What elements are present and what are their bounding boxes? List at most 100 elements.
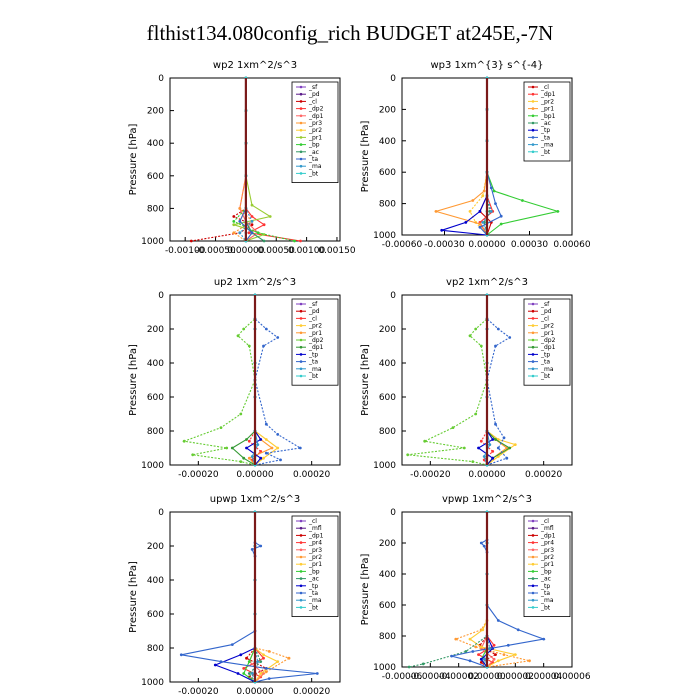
legend: _sf_pd_cl_pr2_pr1_dp2_dp1_tp_ta_ma_bt [523,298,571,386]
data-point [242,667,246,670]
legend-marker [299,534,303,537]
legend-marker [299,548,303,552]
legend-marker [299,121,303,125]
data-point [262,653,265,657]
data-point [270,446,274,450]
data-point [494,438,497,441]
data-point [468,637,472,641]
y-tick-label: 0 [158,291,164,301]
legend-marker [531,367,535,371]
x-tick-label: 0.00000 [236,470,273,480]
legend-marker [531,324,535,327]
chart-panel-5: vpwp 1xm^2/s^302004006008001000-0.00006-… [360,494,591,682]
x-tick-label: 0.00000 [236,687,273,697]
series-line-pr3 [232,78,253,242]
legend-marker [531,338,535,342]
legend-box [523,81,571,162]
data-point [276,660,280,663]
legend-label: _cl [540,315,549,322]
y-axis-label: Pressure [hPa] [360,344,371,416]
legend-marker [299,164,303,168]
data-point [471,199,475,202]
legend-marker [531,555,535,559]
legend-marker [299,591,303,595]
legend-label: _sf [540,301,550,308]
legend: _cl_dp1_pr2_pr1_bp1_ac_tp_ta_ma_bt [523,81,571,162]
panel-title: vpwp 1xm^2/s^3 [442,494,532,505]
y-tick-label: 200 [379,325,396,335]
y-tick-label: 0 [390,508,396,518]
data-point [528,659,531,663]
legend-marker [531,345,535,349]
legend-box [291,298,339,386]
data-point [489,186,493,190]
legend-marker [531,598,535,602]
figure-title: flthist134.080config_rich BUDGET at245E,… [147,21,554,45]
data-point [267,650,271,653]
x-tick-label: 0.00060 [553,240,590,250]
legend-label: _tp [540,351,550,358]
data-point [262,239,266,243]
series-line-bp [243,512,256,683]
y-tick-label: 1000 [373,461,396,471]
data-point [276,446,280,450]
data-point [264,667,268,670]
legend-label: _pr4 [540,540,554,547]
data-point [508,446,512,450]
data-point [496,659,500,663]
legend-label: _dp2 [308,337,324,344]
y-tick-label: 600 [379,601,396,611]
data-point [250,548,254,551]
panel-title: wp2 1xm^2/s^3 [213,60,297,71]
data-point [256,443,260,446]
data-point [259,660,263,663]
data-point [259,672,263,675]
y-tick-label: 400 [147,139,164,149]
data-point [450,654,453,658]
y-tick-label: 400 [379,570,396,580]
x-tick-label: 0.00020 [525,470,562,480]
x-tick-label: -0.00020 [410,470,451,480]
data-point [247,672,251,675]
x-tick-label: 0.00050 [258,246,295,256]
data-point [239,412,243,416]
data-point [245,656,248,660]
data-point [474,327,478,331]
data-point [262,344,265,348]
chart-panel-1: wp3 1xm^{3} s^{-4}02004006008001000-0.00… [360,60,591,250]
legend-label: _pr1 [540,330,554,337]
y-tick-label: 400 [147,359,164,369]
legend: _sf_pd_cl_pr2_pr1_dp2_dp1_tp_ta_ma_bt [291,298,339,386]
y-tick-label: 800 [147,644,164,654]
data-point [276,433,280,436]
legend-label: _pr1 [308,561,322,568]
data-point [477,653,480,656]
x-tick-label: 0.00150 [318,246,355,256]
legend-marker [531,534,535,537]
legend-marker [299,309,303,313]
legend-marker [531,92,535,96]
data-point [247,439,251,443]
panel-title: up2 1xm^2/s^3 [214,277,296,288]
data-point [287,656,291,660]
legend-label: _pr1 [540,106,554,113]
legend-marker [531,584,535,588]
series-line-dp1 [231,295,256,466]
data-point [423,439,427,443]
legend-marker [531,107,535,110]
data-point [232,231,236,235]
data-point [488,647,492,650]
legend-marker [299,606,303,609]
data-point [315,672,319,675]
legend-marker [299,353,303,356]
data-point [264,670,268,674]
data-point [556,210,560,213]
x-tick-label: 0.00000 [227,246,264,256]
y-tick-label: 0 [158,74,164,84]
legend-label: _mfl [540,525,554,532]
legend: _cl_mfl_dp1_pr4_pr3_pr2_pr1_bp_ac_tp_ta_… [523,515,571,617]
series-line-ac [408,512,488,668]
legend-marker [531,562,535,566]
y-tick-label: 0 [390,291,396,301]
data-point [236,672,240,675]
